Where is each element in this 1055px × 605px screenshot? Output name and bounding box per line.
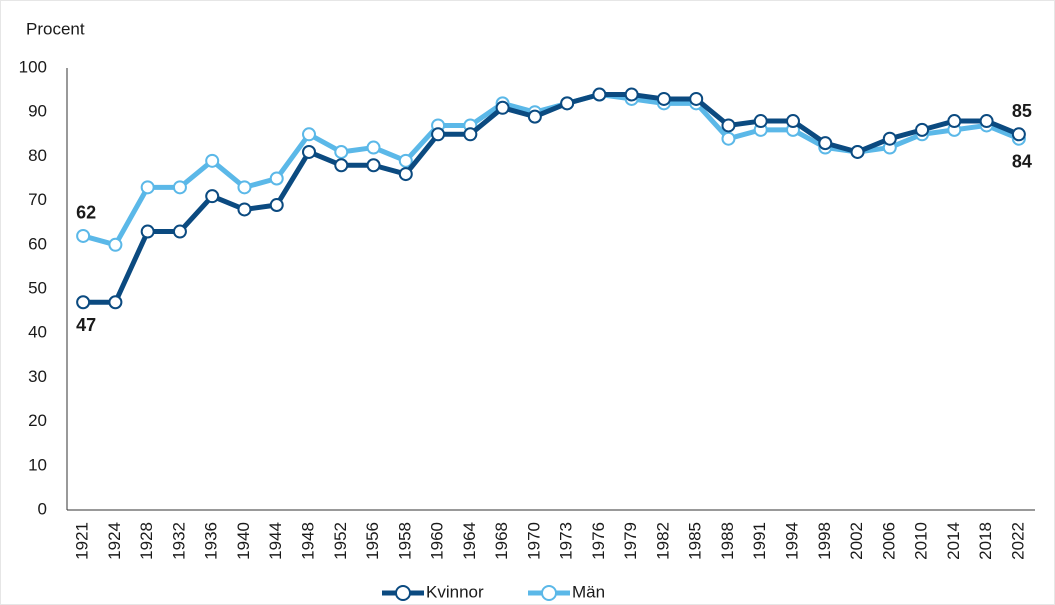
marker (527, 109, 542, 124)
x-tick-label: 1960 (428, 522, 447, 560)
x-tick-label: 1973 (557, 522, 576, 560)
marker (302, 127, 316, 142)
x-tick-label: 1921 (73, 522, 92, 560)
marker (850, 144, 865, 159)
x-tick-label: 2014 (944, 522, 963, 560)
x-tick-label: 2010 (912, 522, 931, 560)
y-tick-label: 100 (19, 57, 47, 76)
x-tick-label: 1944 (266, 522, 285, 560)
marker (334, 158, 349, 173)
marker (172, 180, 187, 195)
data-label: 84 (1012, 151, 1032, 171)
marker (302, 144, 316, 159)
marker (269, 171, 284, 186)
y-tick-label: 80 (28, 146, 47, 165)
marker (108, 237, 123, 252)
marker (398, 167, 413, 182)
x-tick-label: 1952 (331, 522, 350, 560)
legend-marker (541, 585, 557, 601)
marker (140, 224, 155, 239)
data-label: 62 (76, 203, 96, 223)
x-tick-label: 1932 (169, 522, 188, 560)
y-tick-label: 70 (28, 190, 47, 209)
x-tick-label: 1964 (460, 522, 479, 560)
x-tick-label: 1994 (782, 522, 801, 560)
marker (76, 228, 91, 243)
marker (366, 140, 381, 155)
marker (205, 189, 220, 204)
marker (398, 153, 413, 168)
marker (237, 202, 252, 217)
marker (108, 295, 123, 310)
marker (76, 295, 91, 310)
x-tick-label: 1940 (234, 522, 253, 560)
x-tick-label: 1958 (395, 522, 414, 560)
data-label: 85 (1012, 101, 1032, 121)
data-label: 47 (76, 315, 96, 335)
y-tick-label: 10 (28, 455, 47, 474)
x-tick-label: 2006 (879, 522, 898, 560)
x-tick-label: 1936 (202, 522, 221, 560)
x-tick-label: 1970 (524, 522, 543, 560)
marker (979, 114, 994, 129)
marker (947, 114, 962, 129)
y-axis-label: Procent (26, 19, 85, 38)
marker (721, 118, 736, 133)
marker (560, 96, 575, 111)
x-tick-label: 2018 (976, 522, 995, 560)
x-tick-label: 1998 (815, 522, 834, 560)
y-tick-label: 20 (28, 411, 47, 430)
marker (689, 91, 704, 106)
x-tick-label: 1924 (105, 522, 124, 560)
marker (463, 127, 478, 142)
y-tick-label: 0 (38, 499, 47, 518)
legend-label: Män (572, 582, 605, 601)
marker (753, 114, 768, 129)
marker (237, 180, 252, 195)
marker (431, 127, 446, 142)
x-tick-label: 1985 (686, 522, 705, 560)
y-tick-label: 60 (28, 234, 47, 253)
marker (269, 198, 284, 213)
marker (172, 224, 187, 239)
x-tick-label: 2022 (1008, 522, 1027, 560)
y-tick-label: 30 (28, 367, 47, 386)
marker (366, 158, 381, 173)
marker (140, 180, 155, 195)
y-tick-label: 50 (28, 278, 47, 297)
marker (205, 153, 220, 168)
y-tick-label: 90 (28, 102, 47, 121)
x-tick-label: 1968 (492, 522, 511, 560)
y-tick-label: 40 (28, 323, 47, 342)
marker (721, 131, 736, 146)
x-tick-label: 2002 (847, 522, 866, 560)
x-tick-label: 1928 (137, 522, 156, 560)
marker (592, 87, 607, 102)
x-tick-label: 1991 (750, 522, 769, 560)
marker (786, 114, 800, 129)
marker (495, 100, 510, 115)
marker (334, 144, 349, 159)
marker (882, 131, 897, 146)
marker (1011, 127, 1026, 142)
legend-marker (395, 585, 411, 601)
x-tick-label: 1988 (718, 522, 737, 560)
marker (624, 87, 639, 102)
legend-label: Kvinnor (426, 582, 484, 601)
marker (656, 91, 671, 106)
x-tick-label: 1976 (589, 522, 608, 560)
x-tick-label: 1979 (621, 522, 640, 560)
x-tick-label: 1982 (653, 522, 672, 560)
marker (915, 122, 930, 137)
marker (818, 136, 833, 151)
x-tick-label: 1956 (363, 522, 382, 560)
x-tick-label: 1948 (298, 522, 317, 560)
